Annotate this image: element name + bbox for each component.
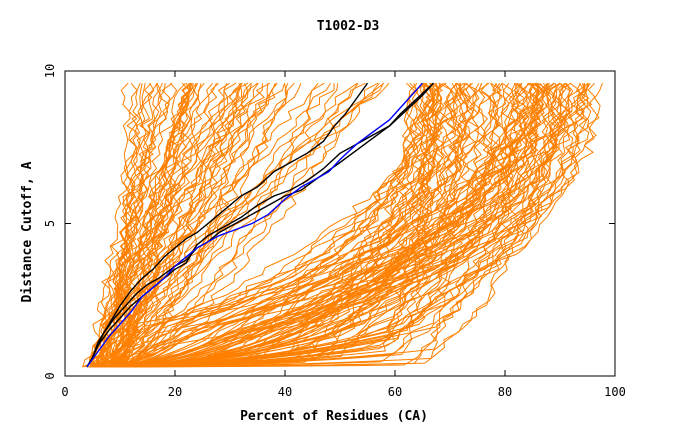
series-line-orange	[108, 82, 385, 368]
y-axis: 0 5 10	[43, 64, 615, 380]
series-line-orange	[103, 82, 331, 368]
series-line-orange	[112, 83, 252, 368]
series-line-orange	[101, 82, 503, 368]
series-line-orange	[92, 82, 453, 368]
series-line-orange	[110, 82, 468, 368]
series-line-orange	[94, 82, 561, 368]
series-line-orange	[93, 82, 592, 368]
highlight-series-group	[86, 82, 435, 368]
series-line-orange	[102, 82, 464, 368]
series-line-orange	[88, 82, 489, 368]
series-line-orange	[101, 83, 191, 367]
series-line-orange	[116, 82, 562, 368]
series-line-orange	[115, 83, 435, 368]
series-line-orange	[103, 83, 197, 368]
series-line-orange	[115, 82, 459, 368]
series-line-orange	[118, 82, 556, 368]
series-line-orange	[94, 83, 439, 368]
x-axis-label: Percent of Residues (CA)	[240, 409, 428, 424]
series-line-orange	[107, 82, 201, 368]
series-line-orange	[117, 82, 551, 368]
series-line-orange	[105, 82, 465, 368]
series-line-orange	[113, 83, 195, 368]
x-tick-label: 60	[388, 385, 402, 399]
series-line-orange	[95, 82, 445, 368]
series-line-orange	[112, 83, 248, 368]
series-line-orange	[96, 83, 603, 368]
series-line-orange	[114, 83, 276, 368]
series-line-orange	[91, 82, 459, 368]
y-axis-label: Distance Cutoff, A	[20, 161, 35, 302]
series-line-orange	[99, 83, 440, 368]
series-line-orange	[120, 83, 269, 368]
series-line-orange	[96, 82, 586, 368]
series-line-orange	[84, 83, 170, 368]
series-line-orange	[105, 82, 540, 368]
series-line-orange	[118, 83, 474, 368]
series-line-orange	[104, 83, 462, 368]
series-line-orange	[122, 83, 263, 368]
series-line-orange	[108, 82, 258, 368]
series-line-black-2	[86, 82, 369, 368]
x-tick-label: 100	[604, 385, 626, 399]
series-line-blue	[86, 82, 424, 368]
series-line-orange	[116, 82, 458, 368]
series-line-black-3	[86, 82, 434, 368]
series-line-orange	[119, 83, 545, 368]
series-line-orange	[100, 82, 507, 368]
y-tick-label: 0	[43, 372, 57, 379]
series-line-orange	[93, 83, 335, 368]
x-tick-label: 20	[168, 385, 182, 399]
series-line-orange	[109, 82, 390, 368]
y-tick-label: 5	[43, 220, 57, 227]
series-line-orange	[118, 83, 589, 368]
x-tick-label: 80	[498, 385, 512, 399]
y-tick-label: 10	[43, 64, 57, 78]
series-line-orange	[103, 82, 544, 368]
x-axis: 0 20 40 60 80 100	[61, 71, 626, 399]
series-line-black-1	[86, 82, 435, 368]
series-line-orange	[99, 82, 230, 368]
series-line-orange	[101, 83, 548, 368]
series-line-orange	[91, 82, 481, 368]
series-line-orange	[95, 82, 163, 368]
series-line-orange	[103, 82, 418, 368]
series-line-orange	[96, 82, 158, 368]
series-line-orange	[99, 82, 155, 368]
series-line-orange	[111, 82, 543, 368]
series-line-orange	[97, 82, 538, 368]
series-line-orange	[108, 82, 416, 368]
series-line-orange	[89, 82, 178, 368]
series-line-orange	[117, 83, 243, 368]
series-line-orange	[115, 82, 319, 367]
x-tick-label: 40	[278, 385, 292, 399]
series-line-orange	[110, 83, 593, 368]
chart-title: T1002-D3	[317, 19, 380, 34]
orange-series-group	[81, 82, 603, 368]
x-tick-label: 0	[61, 385, 68, 399]
series-line-orange	[109, 82, 492, 368]
series-line-orange	[99, 83, 567, 368]
